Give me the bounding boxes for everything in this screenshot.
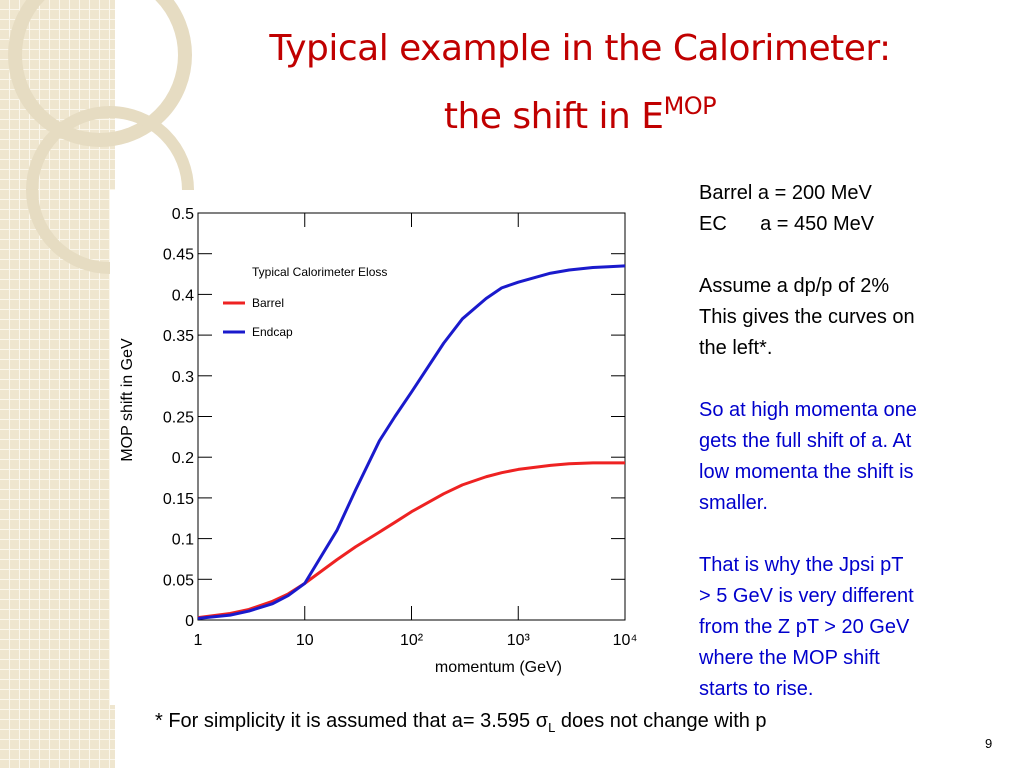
title-superscript: MOP (663, 92, 717, 120)
footnote-subscript: L (548, 720, 556, 735)
legend-title: Typical Calorimeter Eloss (252, 265, 387, 279)
y-axis-label: MOP shift in GeV (119, 338, 136, 462)
note-line: low momenta the shift is (699, 461, 914, 483)
notes: Barrel a = 200 MeV EC a = 450 MeV Assume a… (699, 178, 999, 705)
title-line: the shift in EMOP (140, 92, 1020, 137)
note-line: > 5 GeV is very different (699, 585, 914, 607)
x-tick-label: 10⁴ (613, 632, 638, 649)
footnote-text: does not change with p (555, 710, 767, 732)
title-text: the shift in E (443, 96, 664, 137)
line-series (197, 264, 626, 620)
legend-label: Endcap (252, 325, 293, 339)
line-series (197, 461, 625, 620)
note-line: EC a = 450 MeV (699, 213, 875, 235)
page-number: 9 (985, 736, 993, 751)
chart: MOP shift in GeV momentum (GeV) Typical … (119, 206, 638, 676)
y-tick-label: 0.05 (163, 572, 194, 589)
x-tick-label: 10³ (507, 632, 531, 649)
note-line: That is why the Jpsi pT (699, 554, 904, 576)
title-line: Typical example in the Calorimeter: (269, 28, 891, 69)
note-line (699, 519, 999, 550)
x-tick-label: 10 (296, 632, 314, 649)
note-line: starts to rise. (699, 678, 814, 700)
note-line: smaller. (699, 492, 768, 514)
y-tick-label: 0 (185, 613, 194, 630)
y-tick-label: 0.25 (163, 410, 194, 427)
y-tick-label: 0.4 (172, 287, 194, 304)
note-line (699, 240, 999, 271)
note-line: This gives the curves on (699, 306, 915, 328)
note-line (699, 364, 999, 395)
y-tick-label: 0.5 (172, 206, 194, 223)
legend-label: Barrel (252, 296, 284, 310)
note-line: So at high momenta one (699, 399, 917, 421)
note-line: from the Z pT > 20 GeV (699, 616, 910, 638)
footnote-text: * For simplicity it is assumed that a= 3… (155, 710, 549, 732)
x-tick-label: 10² (400, 632, 424, 649)
note-line: gets the full shift of a. At (699, 430, 912, 452)
y-tick-label: 0.3 (172, 369, 194, 386)
note-line: Barrel a = 200 MeV (699, 182, 872, 204)
footnote: * For simplicity it is assumed that a= 3… (155, 710, 767, 735)
x-tick-label: 1 (194, 632, 203, 649)
y-tick-label: 0.35 (163, 328, 194, 345)
y-tick-label: 0.2 (172, 450, 194, 467)
y-tick-label: 0.15 (163, 491, 194, 508)
note-line: the left*. (699, 337, 773, 359)
x-axis-label: momentum (GeV) (435, 659, 562, 676)
y-tick-label: 0.1 (172, 532, 194, 549)
note-line: Assume a dp/p of 2% (699, 275, 890, 297)
y-tick-label: 0.45 (163, 247, 194, 264)
deco-ring (8, 0, 192, 147)
note-line: where the MOP shift (699, 647, 880, 669)
